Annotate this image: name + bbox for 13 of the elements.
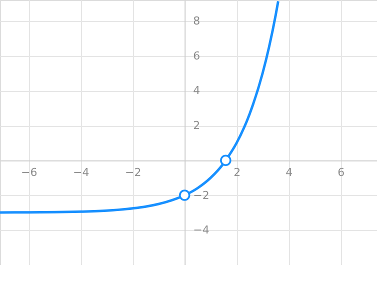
x-tick-label: 2 <box>234 166 241 179</box>
y-tick-label: −4 <box>193 224 210 237</box>
x-tick-label: 4 <box>286 166 293 179</box>
x-tick-label: −6 <box>20 166 38 179</box>
y-tick-label: −2 <box>193 188 210 202</box>
y-tick-label: 2 <box>193 119 200 132</box>
x-tick-label: 6 <box>338 166 345 179</box>
line-series <box>0 0 280 214</box>
x-tick-label: −2 <box>124 166 142 179</box>
y-tick-label: 6 <box>193 49 200 62</box>
y-tick-label: 4 <box>193 84 200 98</box>
y-tick-label: 8 <box>193 14 200 28</box>
x-tick-label: −4 <box>72 166 90 179</box>
